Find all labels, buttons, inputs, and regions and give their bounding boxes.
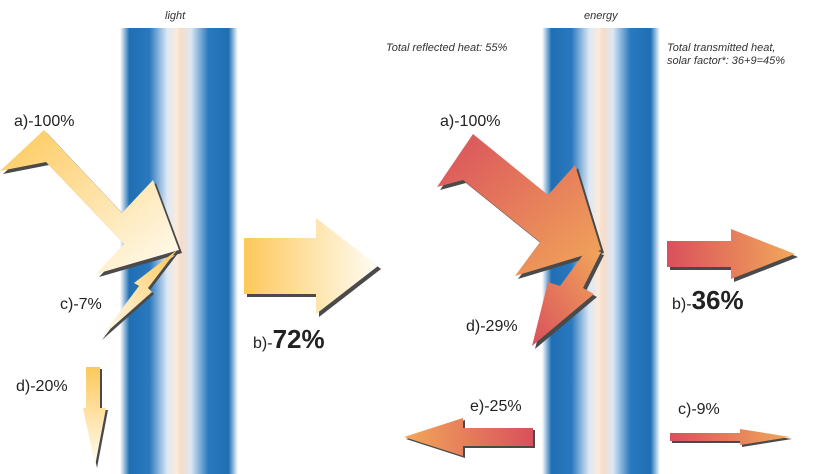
energy-transmitted-value: 36% [692, 285, 744, 315]
energy-transmitted-label: b)-36% [672, 287, 744, 313]
energy-absorbed-in-label: c)-9% [678, 402, 720, 418]
total-transmitted-heat: Total transmitted heat, solar factor*: 3… [667, 42, 785, 67]
light-transmitted-prefix: b)- [253, 335, 273, 352]
light-reflected-outer-label: c)-7% [60, 297, 102, 313]
energy-reflected-label: d)-29% [466, 319, 518, 335]
light-caption: light [165, 10, 185, 23]
energy-transmitted-arrow [667, 229, 798, 282]
energy-caption: energy [584, 10, 618, 23]
energy-absorbed-out-arrow [404, 418, 535, 458]
total-reflected-heat: Total reflected heat: 55% [386, 42, 507, 55]
energy-absorbed-in-arrow [670, 429, 792, 447]
light-transmitted-value: 72% [273, 324, 325, 354]
light-reflected-inner-arrow [83, 367, 108, 468]
light-transmitted-label: b)-72% [253, 326, 325, 352]
energy-incident-label: a)-100% [440, 114, 500, 130]
energy-transmitted-prefix: b)- [672, 296, 692, 313]
total-transmitted-heat-line1: Total transmitted heat, [667, 42, 785, 55]
energy-absorbed-out-label: e)-25% [470, 399, 522, 415]
light-transmitted-arrow [244, 218, 381, 317]
total-transmitted-heat-line2: solar factor*: 36+9=45% [667, 55, 785, 68]
light-reflected-inner-label: d)-20% [16, 379, 68, 395]
light-incident-label: a)-100% [14, 114, 74, 130]
